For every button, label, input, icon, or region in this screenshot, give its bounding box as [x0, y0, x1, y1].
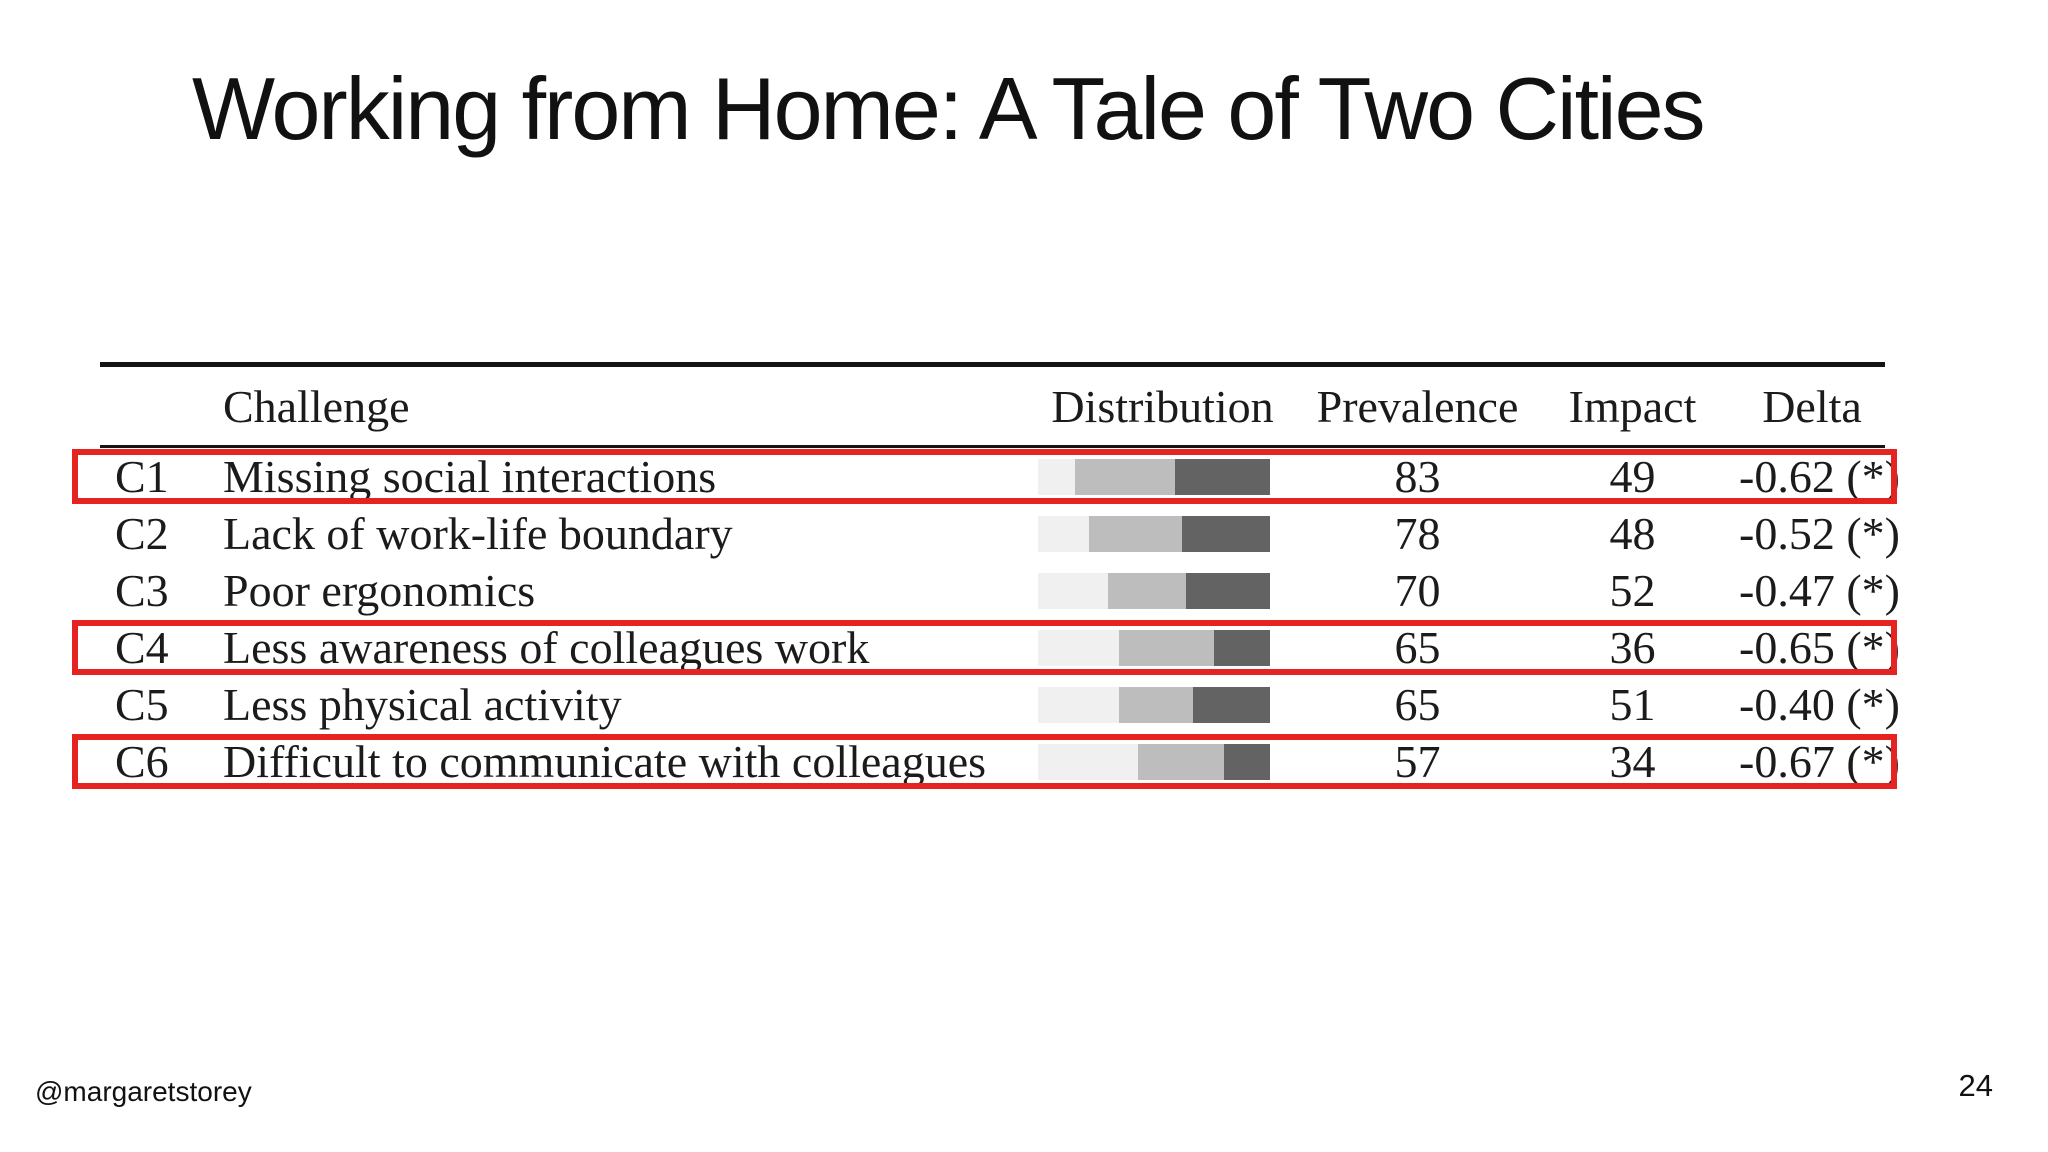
prevalence-value: 65	[1394, 622, 1441, 673]
distribution-bar	[1038, 515, 1270, 552]
distribution-segment-1	[1038, 629, 1120, 666]
distribution-segment-3	[1214, 629, 1270, 666]
delta-value: -0.67 (*)	[1739, 736, 1900, 787]
distribution-segment-1	[1038, 515, 1090, 552]
prevalence-value: 57	[1394, 736, 1441, 787]
impact-value: 36	[1609, 622, 1656, 673]
table-header-row: Challenge Distribution Prevalence Impact…	[100, 367, 1885, 445]
table-row-c3: C3 Poor ergonomics 70 52 -0.47 (*)	[100, 562, 1900, 619]
distribution-segment-2	[1119, 629, 1215, 666]
distribution-segment-2	[1137, 743, 1224, 780]
challenge-id: C3	[115, 565, 169, 616]
delta-value: -0.47 (*)	[1739, 565, 1900, 616]
prevalence-value: 65	[1394, 679, 1441, 730]
distribution-segment-1	[1038, 458, 1076, 495]
impact-value: 48	[1609, 508, 1656, 559]
delta-value: -0.62 (*)	[1739, 451, 1900, 502]
table-header-rule	[100, 445, 1885, 448]
distribution-segment-3	[1186, 572, 1270, 609]
impact-value: 52	[1609, 565, 1656, 616]
distribution-segment-2	[1089, 515, 1182, 552]
distribution-segment-2	[1075, 458, 1175, 495]
challenge-id: C4	[115, 622, 169, 673]
prevalence-value: 83	[1394, 451, 1441, 502]
challenge-label: Difficult to communicate with colleagues	[223, 736, 987, 787]
distribution-bar	[1038, 572, 1270, 609]
header-delta: Delta	[1762, 380, 1862, 432]
impact-value: 34	[1609, 736, 1656, 787]
prevalence-value: 70	[1394, 565, 1441, 616]
challenge-label: Less awareness of colleagues work	[223, 622, 870, 673]
author-handle: @margaretstorey	[35, 1076, 252, 1107]
header-prevalence: Prevalence	[1316, 380, 1519, 432]
table-row-c5: C5 Less physical activity 65 51 -0.40 (*…	[100, 676, 1900, 733]
slide-title: Working from Home: A Tale of Two Cities	[192, 59, 1706, 158]
page-number: 24	[1958, 1068, 1993, 1103]
challenge-id: C6	[115, 736, 169, 787]
header-challenge: Challenge	[223, 380, 410, 432]
impact-value: 51	[1609, 679, 1656, 730]
delta-value: -0.65 (*)	[1739, 622, 1900, 673]
challenge-id: C1	[115, 451, 169, 502]
distribution-segment-1	[1038, 572, 1108, 609]
distribution-segment-3	[1181, 515, 1270, 552]
challenge-label: Lack of work-life boundary	[223, 508, 733, 559]
delta-value: -0.52 (*)	[1739, 508, 1900, 559]
prevalence-value: 78	[1394, 508, 1441, 559]
distribution-bar	[1038, 686, 1270, 723]
table-row-c2: C2 Lack of work-life boundary 78 48 -0.5…	[100, 505, 1900, 562]
challenge-label: Poor ergonomics	[223, 565, 536, 616]
distribution-segment-2	[1107, 572, 1187, 609]
impact-value: 49	[1609, 451, 1656, 502]
challenge-id: C5	[115, 679, 169, 730]
table-row-c4: C4 Less awareness of colleagues work 65 …	[72, 619, 1900, 676]
distribution-bar	[1038, 458, 1270, 495]
challenge-id: C2	[115, 508, 169, 559]
distribution-segment-3	[1174, 458, 1270, 495]
challenge-label: Less physical activity	[223, 679, 622, 730]
distribution-segment-2	[1119, 686, 1194, 723]
distribution-segment-3	[1193, 686, 1270, 723]
table-row-c6: C6 Difficult to communicate with colleag…	[72, 733, 1900, 790]
header-distribution: Distribution	[1051, 380, 1274, 432]
distribution-segment-1	[1038, 743, 1138, 780]
distribution-segment-1	[1038, 686, 1120, 723]
challenges-table: Challenge Distribution Prevalence Impact…	[72, 362, 1900, 790]
header-impact: Impact	[1568, 380, 1697, 432]
distribution-bar	[1038, 629, 1270, 666]
delta-value: -0.40 (*)	[1739, 679, 1900, 730]
challenge-label: Missing social interactions	[223, 451, 717, 502]
distribution-segment-3	[1223, 743, 1270, 780]
table-top-rule	[100, 362, 1885, 367]
table-row-c1: C1 Missing social interactions 83 49 -0.…	[72, 448, 1900, 505]
distribution-bar	[1038, 743, 1270, 780]
